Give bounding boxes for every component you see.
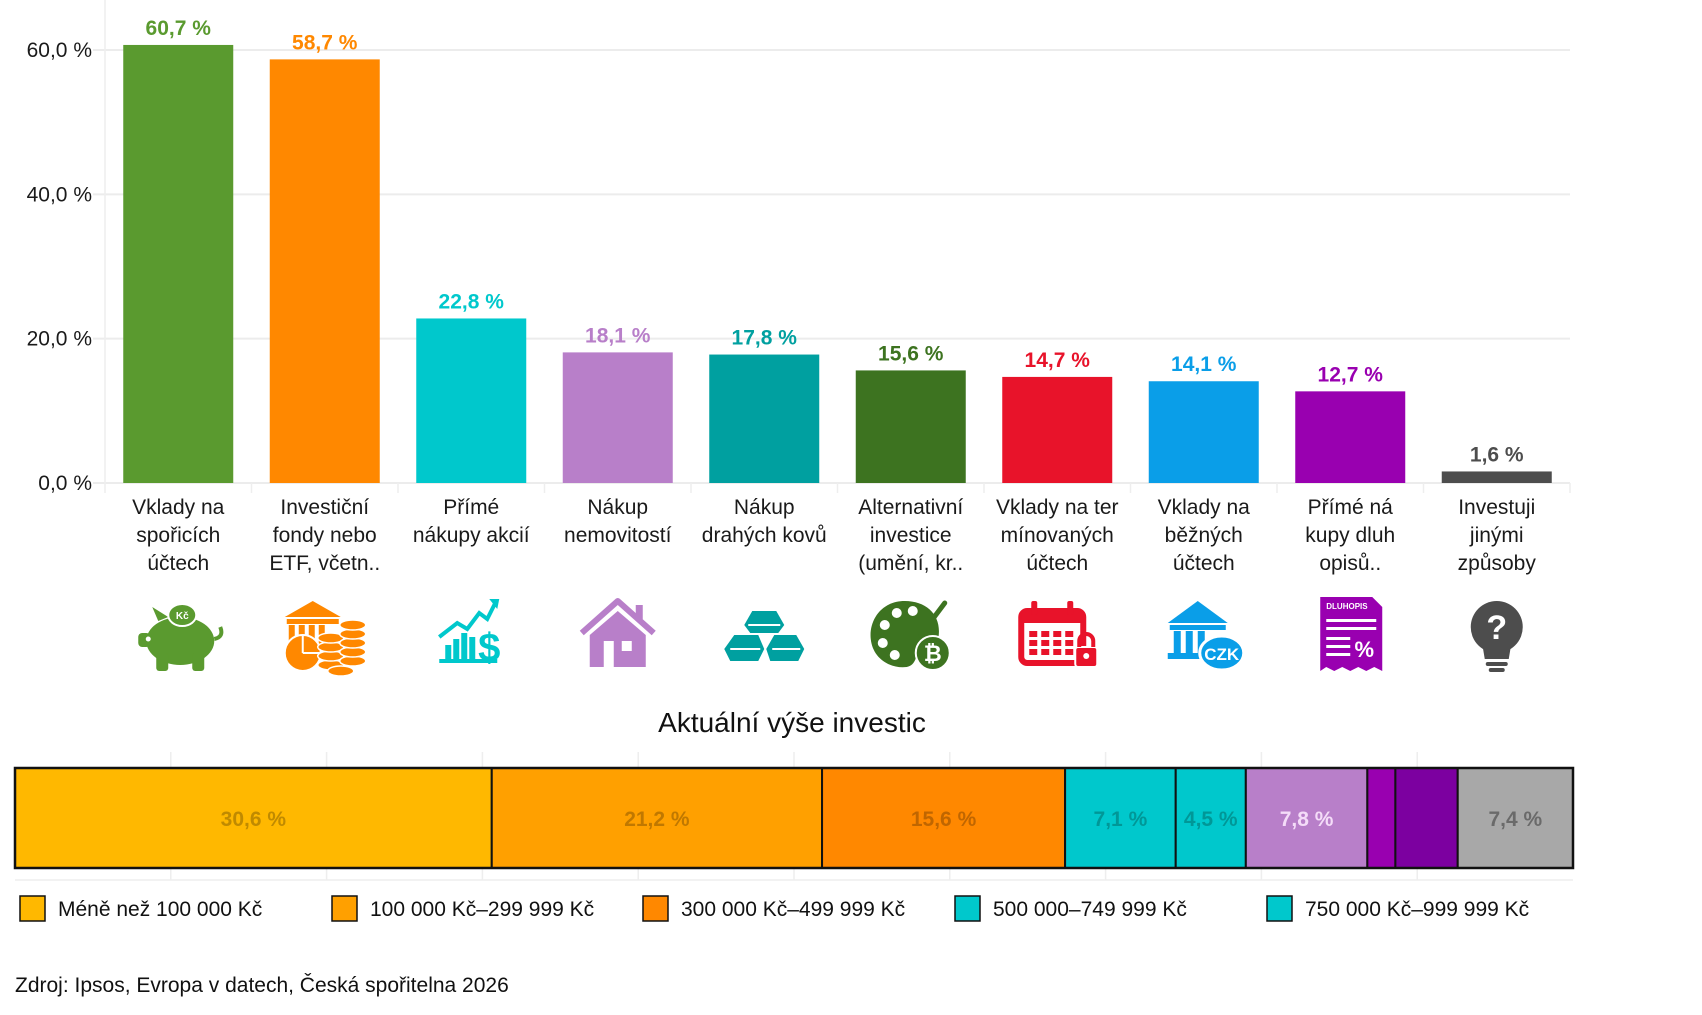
- bar-value-label: 22,8 %: [439, 290, 505, 313]
- bar: [562, 352, 673, 483]
- bar-value-label: 60,7 %: [146, 17, 212, 40]
- legend: Méně než 100 000 Kč 100 000 Kč–299 999 Kč…: [19, 895, 1529, 922]
- category-label: Přímé ná kupy dluh opisů..: [1305, 496, 1395, 575]
- bond-document-icon: DLUHOPIS%: [1320, 597, 1383, 671]
- house-icon: [579, 598, 656, 667]
- stacked-segment: [1456, 767, 1575, 869]
- legend-label: 750 000 Kč–999 999 Kč: [1305, 898, 1529, 921]
- legend-label: 500 000–749 999 Kč: [993, 898, 1187, 921]
- stacked-chart-title: Aktuální výše investic: [658, 707, 926, 738]
- category-label: Vklady na běžných účtech: [1158, 496, 1251, 575]
- value-labels: 60,7 % 58,7 % 22,8 % 18,1 % 17,8 % 15,6 % 14,7…: [146, 17, 1524, 467]
- legend-label: Méně než 100 000 Kč: [58, 898, 262, 921]
- stacked-segment: [1394, 767, 1459, 869]
- legend-item: Méně než 100 000 Kč: [19, 895, 262, 922]
- y-tick-label: 20,0 %: [27, 328, 92, 351]
- bar: [269, 59, 380, 484]
- bar-value-label: 12,7 %: [1318, 363, 1384, 386]
- bar: [123, 44, 234, 483]
- legend-swatch: [954, 895, 981, 922]
- bar-series: [123, 44, 1552, 484]
- lightbulb-question-icon: ?: [1470, 601, 1523, 672]
- bar: [416, 318, 527, 483]
- category-label: Přímé nákupy akcií: [413, 496, 530, 547]
- category-label: Alternativní investice (umění, kr..: [858, 496, 963, 575]
- legend-swatch: [642, 895, 669, 922]
- bar-value-label: 1,6 %: [1470, 443, 1524, 466]
- bar: [855, 370, 966, 483]
- category-icons: Kč $ ₿ CZK DLUHOPIS%?: [138, 597, 1523, 677]
- svg-text:CZK: CZK: [1204, 645, 1240, 664]
- segment-label: 15,6 %: [911, 808, 977, 831]
- category-label: Vklady na ter mínovaných účtech: [996, 496, 1119, 575]
- stacked-bar-outline: [13, 766, 1575, 870]
- svg-text:?: ?: [1486, 609, 1507, 647]
- category-label: Investuji jinými způsoby: [1458, 496, 1537, 575]
- stacked-segment: [1174, 767, 1247, 869]
- segment-label: 7,1 %: [1094, 808, 1148, 831]
- category-label: Investiční fondy nebo ETF, včetn..: [269, 496, 380, 575]
- stacked-bar: [13, 766, 1575, 870]
- stock-chart-dollar-icon: $: [438, 599, 500, 670]
- svg-text:DLUHOPIS: DLUHOPIS: [1326, 602, 1368, 611]
- legend-swatch: [19, 895, 46, 922]
- legend-label: 300 000 Kč–499 999 Kč: [681, 898, 905, 921]
- stacked-segment: [1244, 767, 1369, 869]
- svg-text:₿: ₿: [924, 641, 942, 666]
- bar-value-label: 18,1 %: [585, 324, 651, 347]
- y-tick-label: 60,0 %: [27, 39, 92, 62]
- bar-value-label: 58,7 %: [292, 31, 358, 54]
- legend-item: 100 000 Kč–299 999 Kč: [331, 895, 594, 922]
- legend-swatch: [331, 895, 358, 922]
- svg-text:Kč: Kč: [176, 611, 189, 622]
- legend-label: 100 000 Kč–299 999 Kč: [370, 898, 594, 921]
- category-label: Vklady na spořicích účtech: [132, 496, 225, 575]
- stacked-segment: [14, 767, 493, 869]
- bar: [1002, 376, 1113, 483]
- svg-text:%: %: [1354, 637, 1374, 662]
- bar: [1441, 471, 1552, 483]
- legend-item: 300 000 Kč–499 999 Kč: [642, 895, 905, 922]
- legend-swatch: [1266, 895, 1293, 922]
- y-tick-label: 0,0 %: [38, 472, 92, 495]
- svg-text:$: $: [478, 626, 500, 670]
- y-tick-label: 40,0 %: [27, 183, 92, 206]
- category-labels: Vklady na spořicích účtech Investiční fondy …: [132, 496, 1536, 575]
- gold-bars-icon: [724, 611, 805, 661]
- bank-fund-coins-icon: [283, 601, 367, 677]
- bar: [1148, 381, 1259, 483]
- segment-label: 7,8 %: [1280, 808, 1334, 831]
- segment-label: 4,5 %: [1184, 808, 1238, 831]
- y-axis-ticks: 0,0 % 20,0 % 40,0 % 60,0 %: [27, 39, 92, 495]
- piggy-bank-czk-icon: Kč: [138, 603, 224, 671]
- calendar-lock-icon: [1018, 601, 1099, 668]
- bank-czk-icon: CZK: [1167, 601, 1246, 672]
- bar-value-label: 15,6 %: [878, 342, 944, 365]
- bar: [1295, 391, 1406, 483]
- legend-item: 500 000–749 999 Kč: [954, 895, 1187, 922]
- category-label: Nákup nemovitostí: [564, 496, 672, 547]
- segment-label: 30,6 %: [221, 808, 287, 831]
- bar-value-label: 14,7 %: [1025, 349, 1091, 372]
- stacked-segment-labels: 30,6 % 21,2 % 15,6 % 7,1 % 4,5 % 7,8 % 7,4 %: [221, 808, 1543, 831]
- stacked-segment: [490, 767, 824, 869]
- bar: [709, 354, 820, 483]
- stacked-segment: [1366, 767, 1397, 869]
- bar-value-label: 17,8 %: [732, 327, 798, 350]
- legend-item: 750 000 Kč–999 999 Kč: [1266, 895, 1529, 922]
- source-note: Zdroj: Ipsos, Evropa v datech, Česká spo…: [15, 974, 509, 997]
- category-label: Nákup drahých kovů: [702, 496, 827, 547]
- bar-value-label: 14,1 %: [1171, 353, 1237, 376]
- palette-bitcoin-icon: ₿: [870, 600, 951, 671]
- segment-label: 7,4 %: [1489, 808, 1543, 831]
- segment-label: 21,2 %: [624, 808, 690, 831]
